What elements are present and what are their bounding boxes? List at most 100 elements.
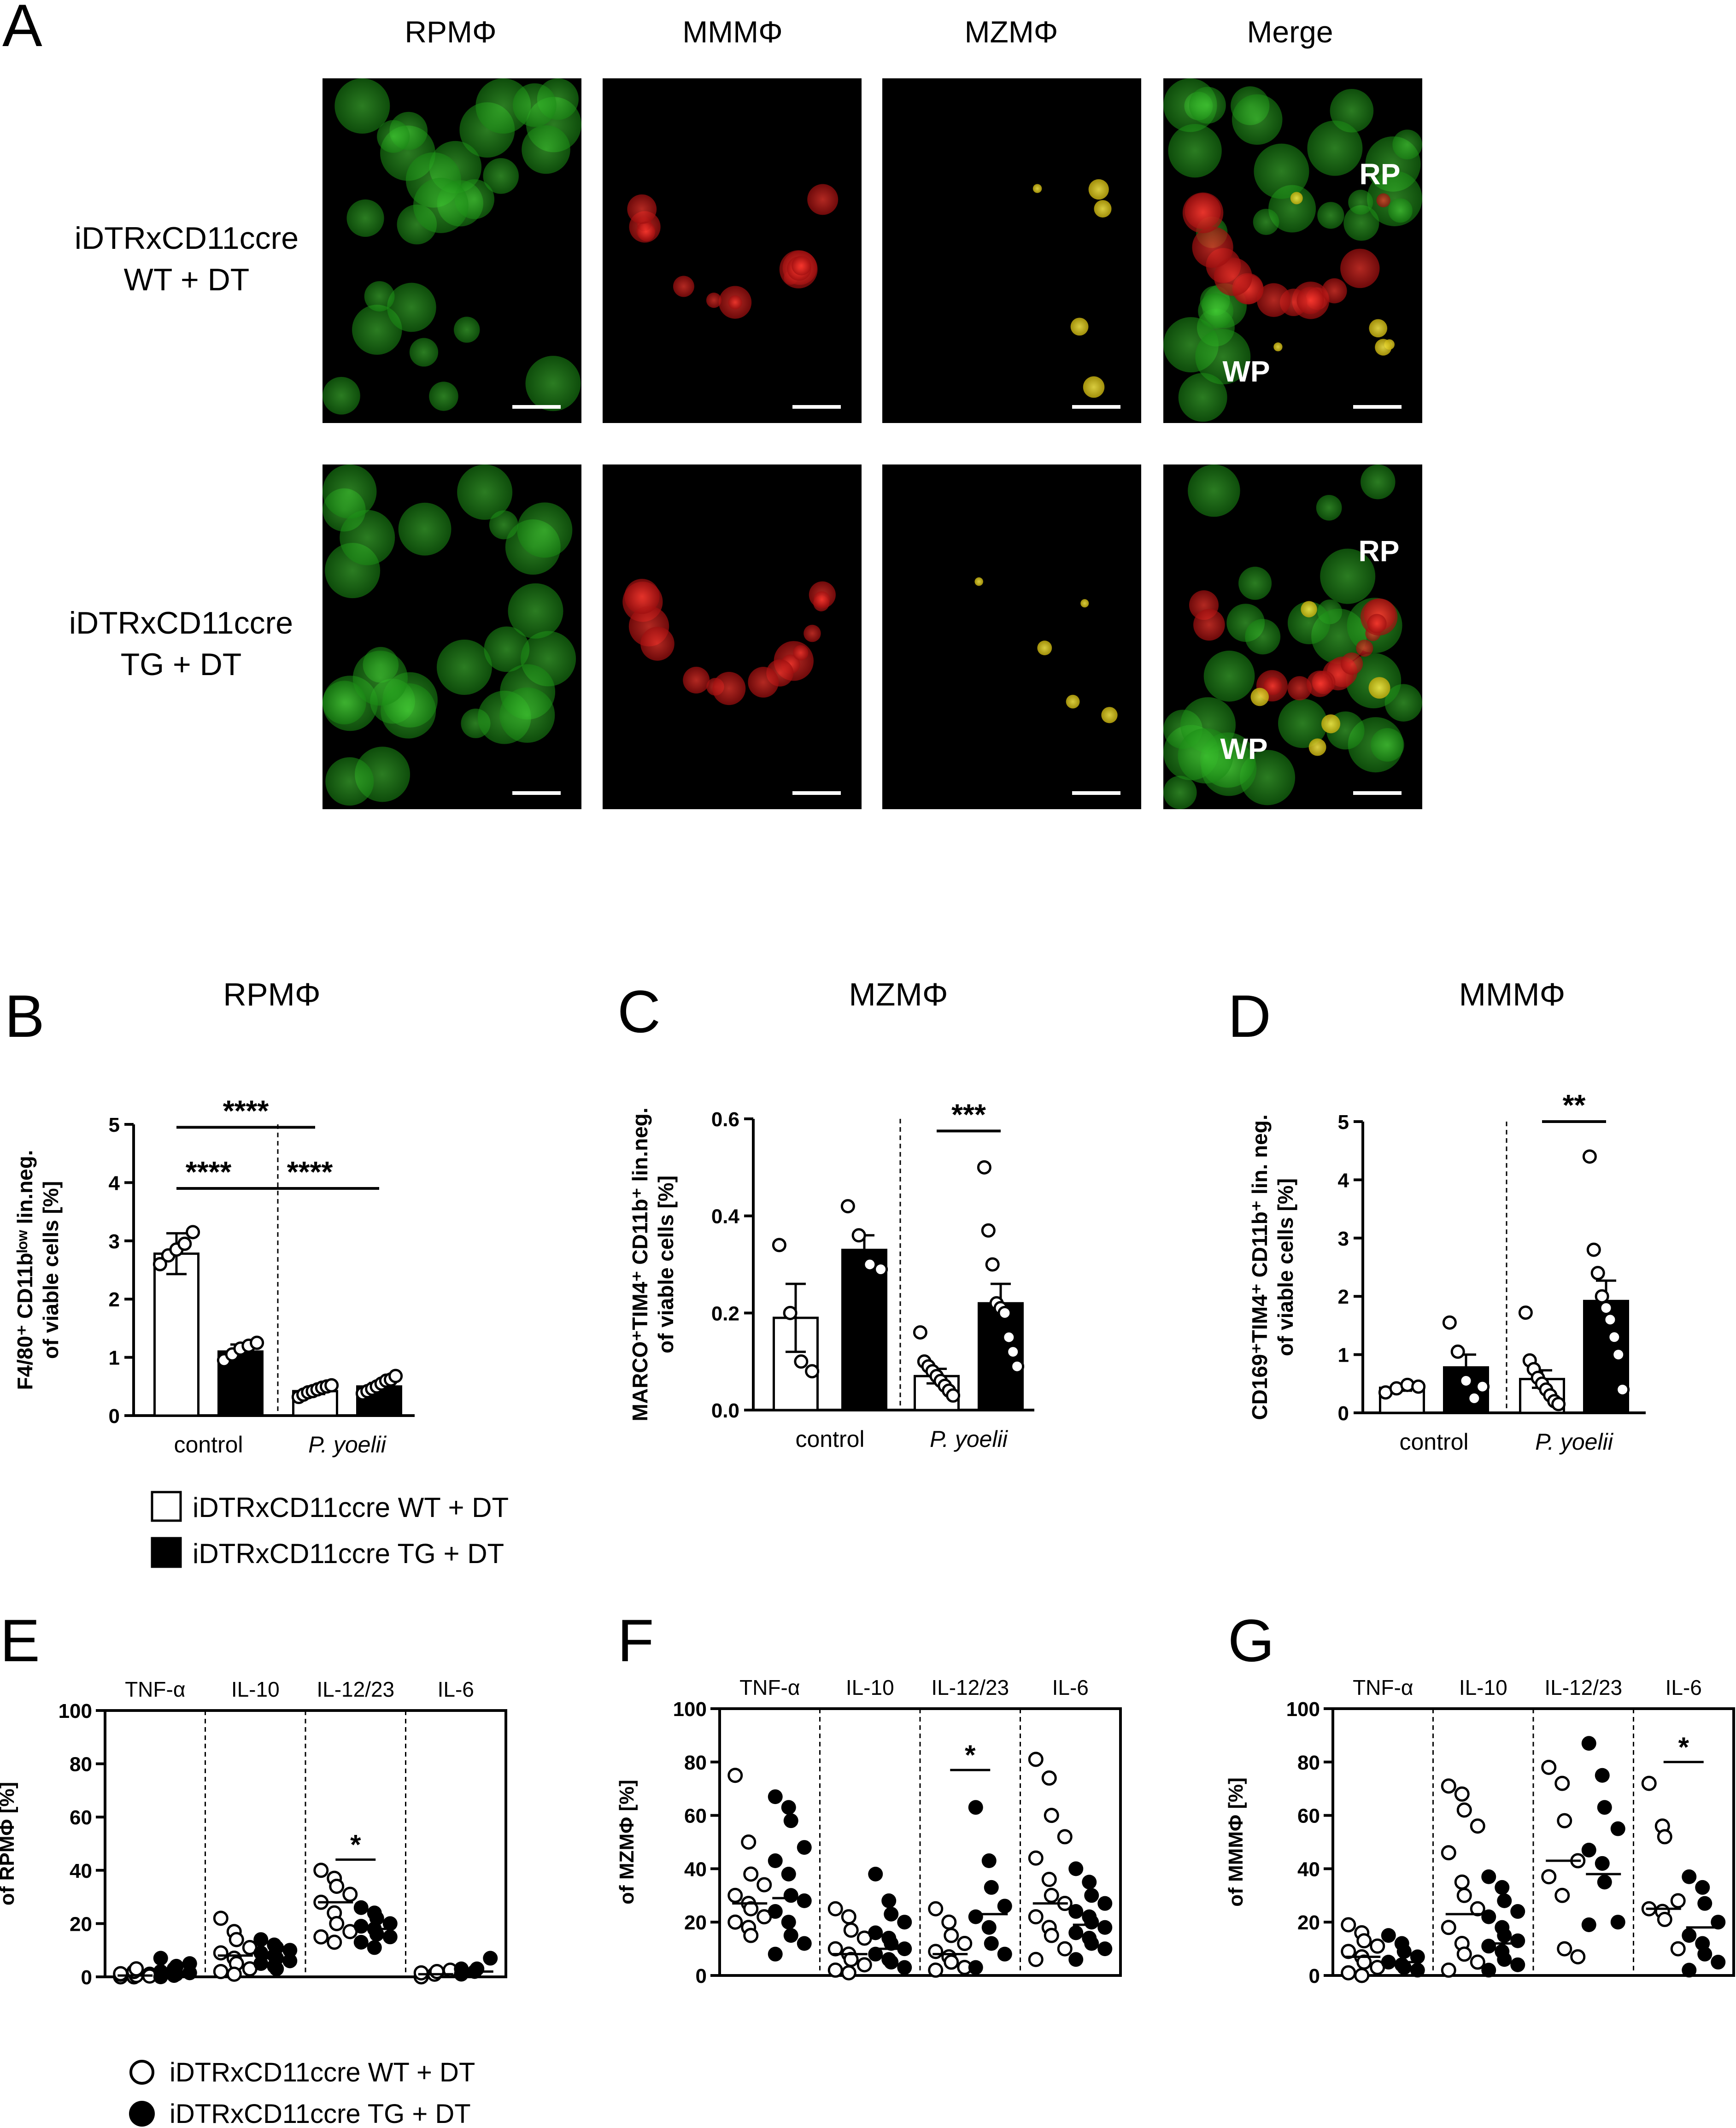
y-axis-label-line: of viable cells [%] xyxy=(654,1176,678,1353)
chart-b: 0 1 2 3 4 5 F4/80⁺ CD11bˡᵒʷ lin.neg.of viable … xyxy=(13,1094,415,1458)
data-point xyxy=(1467,1391,1482,1405)
legend-dot-wt xyxy=(129,2060,154,2085)
fluorescence-region xyxy=(1348,189,1373,215)
data-point-tg xyxy=(1495,1880,1510,1895)
data-point-tg xyxy=(282,1953,298,1969)
fluorescence-region xyxy=(974,577,983,586)
fluorescence-region xyxy=(1203,650,1255,702)
fluorescence-region xyxy=(454,317,480,343)
cytokine-label: IL-10 xyxy=(846,1675,894,1699)
data-point-tg xyxy=(1595,1856,1610,1871)
data-point-tg xyxy=(253,1956,269,1971)
data-point-tg xyxy=(1597,1875,1612,1890)
data-point-tg xyxy=(997,1899,1012,1914)
fluorescence-region xyxy=(1317,202,1344,229)
data-point-tg xyxy=(1697,1896,1713,1911)
cytokine-label: TNF-α xyxy=(739,1675,800,1699)
panel-letter-g: G xyxy=(1228,1607,1274,1674)
data-point-wt xyxy=(1454,1786,1470,1802)
data-point-wt xyxy=(1541,1869,1557,1885)
legend-label-tg: iDTRxCD11ccre TG + DT xyxy=(193,1538,504,1569)
data-point-wt xyxy=(957,1936,973,1952)
data-point-wt xyxy=(741,1834,757,1850)
data-point-tg xyxy=(483,1951,498,1966)
row-label-wt-line1: iDTRxCD11ccre xyxy=(75,221,299,256)
fluorescence-region xyxy=(748,667,779,698)
y-tick-label: 0.4 xyxy=(711,1205,740,1228)
y-tick-label: 4 xyxy=(1338,1169,1349,1192)
data-point-wt xyxy=(1657,1829,1672,1845)
fluorescence-region xyxy=(1316,494,1342,521)
data-point-tg xyxy=(881,1893,897,1908)
micrograph-background xyxy=(603,78,862,423)
data-point-tg xyxy=(1711,1915,1726,1930)
fluorescence-region xyxy=(1214,258,1252,296)
data-point-tg xyxy=(768,1904,783,1919)
data-point-tg xyxy=(1581,1917,1596,1932)
fluorescence-region xyxy=(513,83,557,127)
data-point-tg xyxy=(797,1936,812,1951)
fluorescence-region xyxy=(1037,641,1052,655)
fluorescence-region xyxy=(413,177,469,233)
merge-label-wp-row1: WP xyxy=(1222,355,1270,388)
legend-swatch-wt xyxy=(151,1491,182,1522)
data-point-tg xyxy=(1084,1915,1099,1930)
fluorescence-region xyxy=(1256,283,1291,317)
fluorescence-region xyxy=(1375,339,1392,356)
significance-label: **** xyxy=(287,1155,333,1188)
y-axis-label-line: MARCO⁺TIM4⁺ CD11b⁺ lin.neg. xyxy=(628,1107,652,1421)
cytokine-label: TNF-α xyxy=(1353,1675,1413,1699)
fluorescence-region xyxy=(1320,548,1376,604)
data-point-wt xyxy=(213,1963,229,1979)
y-axis-label: of MZMΦ [%] xyxy=(616,1780,638,1905)
fluorescence-region xyxy=(1066,694,1080,709)
data-point-wt xyxy=(928,1944,944,1959)
data-point-tg xyxy=(1396,1944,1412,1959)
fluorescence-region xyxy=(624,579,660,614)
data-point-wt xyxy=(1041,1872,1057,1887)
fluorescence-region xyxy=(1370,728,1404,762)
data-point-wt xyxy=(1028,1752,1044,1767)
fluorescence-region xyxy=(1178,373,1227,422)
fluorescence-region xyxy=(1163,776,1197,809)
y-tick-label: 100 xyxy=(59,1700,92,1722)
chart-g: 0 20 40 60 80 100 of MMMΦ [%] TNF-α IL-10 IL-12/2… xyxy=(1225,1675,1735,1987)
data-point-wt xyxy=(1454,1874,1470,1890)
data-point-tg xyxy=(1410,1963,1425,1978)
fluorescence-region xyxy=(1306,670,1333,697)
micrograph-background xyxy=(882,464,1141,809)
data-point-wt xyxy=(1028,1952,1044,1967)
data-point-tg xyxy=(1481,1939,1496,1954)
data-point-tg xyxy=(1510,1957,1525,1972)
data-point-tg xyxy=(797,1840,812,1855)
fluorescence-region xyxy=(387,282,436,332)
data-point-tg xyxy=(981,1920,997,1935)
data-point-tg xyxy=(1610,1915,1625,1930)
data-point-wt xyxy=(1356,1933,1372,1949)
y-tick-label: 20 xyxy=(70,1913,92,1935)
cytokine-label: IL-12/23 xyxy=(1544,1675,1622,1699)
data-point-tg xyxy=(768,1946,783,1962)
data-point-wt xyxy=(1670,1893,1686,1909)
fluorescence-region xyxy=(728,295,742,310)
data-point-tg xyxy=(469,1961,485,1976)
panel-letter-a: A xyxy=(2,0,42,59)
y-tick-label: 0.6 xyxy=(711,1108,739,1131)
fluorescence-region xyxy=(1273,342,1283,352)
fluorescence-region xyxy=(1195,329,1251,385)
fluorescence-region xyxy=(1301,601,1317,617)
y-tick-label: 5 xyxy=(1338,1111,1349,1134)
fluorescence-region xyxy=(1254,143,1309,199)
y-tick-label: 60 xyxy=(1297,1805,1320,1828)
micrograph-yellow-row1 xyxy=(882,78,1141,423)
micrograph-merge-row2 xyxy=(1163,464,1422,809)
fluorescence-region xyxy=(409,338,439,367)
data-point xyxy=(1002,1330,1016,1345)
y-tick-label: 1 xyxy=(109,1347,120,1370)
fluorescence-region xyxy=(1168,124,1222,178)
fluorescence-region xyxy=(1193,609,1225,641)
y-tick-label: 20 xyxy=(684,1911,707,1934)
data-point-wt xyxy=(213,1910,229,1926)
data-point-wt xyxy=(1670,1941,1686,1957)
